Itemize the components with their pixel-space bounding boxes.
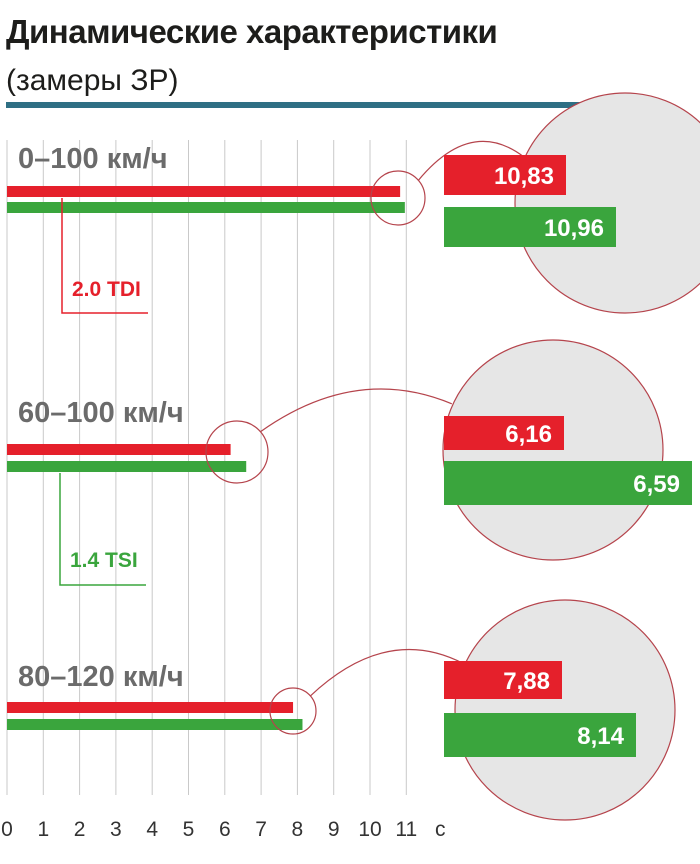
title-divider xyxy=(6,102,656,108)
data-label-tdi: 6,16 xyxy=(505,421,552,448)
lens-circle xyxy=(370,170,426,226)
zoom-bar-tdi xyxy=(444,416,564,450)
data-label-tsi: 8,14 xyxy=(577,723,624,750)
x-tick-label: 8 xyxy=(292,818,304,841)
legend-tdi: 2.0 TDI xyxy=(72,278,141,301)
x-tick-label: 2 xyxy=(74,818,86,841)
legend-leader-tsi xyxy=(59,473,146,586)
x-tick-label: 0 xyxy=(1,818,13,841)
bar-tsi xyxy=(7,719,303,730)
zoom-bar-tdi xyxy=(444,155,566,195)
bar-tsi xyxy=(7,202,405,213)
x-tick-label: 9 xyxy=(328,818,340,841)
zoom-bar-tsi xyxy=(444,207,616,247)
data-label-tdi: 10,83 xyxy=(494,163,554,190)
legend-leader-tdi xyxy=(61,198,148,314)
magnifier-circle xyxy=(454,599,676,821)
chart-subtitle: (замеры ЗР) xyxy=(6,64,179,97)
lens-circle xyxy=(205,420,269,484)
x-tick-label: с xyxy=(435,818,446,841)
data-label-tsi: 10,96 xyxy=(544,215,604,242)
legend-tsi: 1.4 TSI xyxy=(70,549,138,572)
x-tick-label: 11 xyxy=(395,818,417,841)
x-tick-label: 6 xyxy=(219,818,231,841)
lens-connector xyxy=(309,648,465,697)
x-tick-label: 3 xyxy=(110,818,122,841)
category-label: 0–100 км/ч xyxy=(18,143,168,175)
zoom-bar-tsi xyxy=(444,461,692,505)
lens-connector xyxy=(259,388,453,433)
x-tick-label: 1 xyxy=(37,818,49,841)
category-label: 60–100 км/ч xyxy=(18,397,184,429)
data-label-tsi: 6,59 xyxy=(633,471,680,498)
x-tick-label: 7 xyxy=(255,818,267,841)
x-tick-label: 10 xyxy=(358,818,381,841)
data-label-tdi: 7,88 xyxy=(503,668,550,695)
bar-tsi xyxy=(7,461,247,472)
x-tick-label: 4 xyxy=(146,818,158,841)
zoom-bar-tdi xyxy=(444,661,562,699)
lens-connector xyxy=(417,140,525,181)
magnifier-circle xyxy=(514,92,700,314)
bar-tdi xyxy=(7,444,231,455)
bar-tdi xyxy=(7,702,294,713)
lens-circle xyxy=(269,687,317,735)
bar-tdi xyxy=(7,186,401,197)
x-tick-label: 5 xyxy=(183,818,195,841)
zoom-bar-tsi xyxy=(444,713,636,757)
category-label: 80–120 км/ч xyxy=(18,661,184,693)
chart-title: Динамические характеристики xyxy=(6,13,498,50)
